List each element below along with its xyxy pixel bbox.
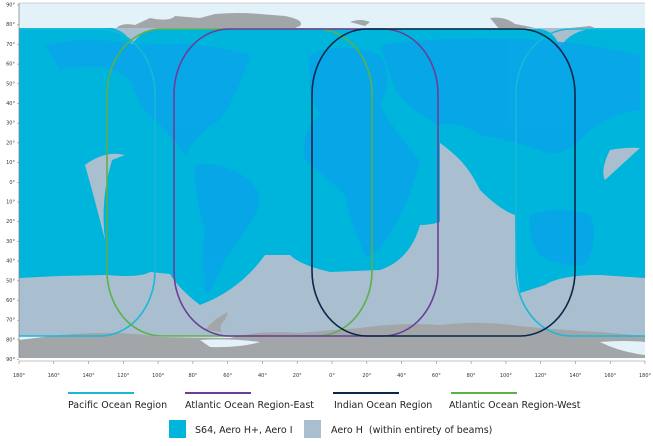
legend-label-ior: Indian Ocean Region (334, 400, 432, 411)
longitude-tick-label: 40° (258, 373, 267, 379)
longitude-tick-label: 80° (188, 373, 197, 379)
latitude-tick-label: 20° (6, 140, 15, 146)
latitude-tick-label: 10° (6, 200, 15, 206)
longitude-tick-label: 0° (329, 373, 335, 379)
latitude-tick-label: 80° (6, 22, 15, 28)
latitude-tick-label: 70° (6, 318, 15, 324)
longitude-axis: 180° 160° 140° 120° 100° 80° 60° 40° 20° 0° 20° 40°… (13, 361, 652, 379)
legend-label-aor-east: Atlantic Ocean Region-East (185, 400, 314, 411)
latitude-tick-label: 40° (6, 259, 15, 265)
longitude-tick-label: 140° (569, 373, 582, 379)
latitude-axis: 90° 80° 70° 60° 50° 40° 30° 20° 10° 0° 10° 20° 30° 40… (6, 3, 19, 363)
longitude-tick-label: 180° (13, 373, 26, 379)
atlantic-ocean-region-east-beam (173, 28, 439, 337)
latitude-tick-label: 50° (6, 278, 15, 284)
legend-label-aero-h: Aero H (within entirety of beams) (331, 425, 492, 436)
legend-swatch-s64 (169, 420, 186, 438)
pacific-gap-wedge (85, 153, 125, 240)
south-america (195, 164, 259, 295)
latitude-tick-label: 0° (9, 180, 15, 186)
antarctic-peninsula (205, 312, 228, 332)
latitude-tick-label: 30° (6, 239, 15, 245)
longitude-tick-label: 120° (117, 373, 130, 379)
latitude-tick-label: 90° (6, 3, 15, 9)
longitude-tick-label: 60° (223, 373, 232, 379)
latitude-tick-label: 80° (6, 337, 15, 343)
longitude-tick-label: 140° (83, 373, 96, 379)
latitude-tick-label: 20° (6, 219, 15, 225)
longitude-tick-label: 100° (152, 373, 165, 379)
indian-ocean-region-beam (311, 28, 576, 337)
antarctica (19, 322, 645, 358)
latitude-tick-label: 30° (6, 121, 15, 127)
coverage-legend: S64, Aero H+, Aero I Aero H (within enti… (169, 420, 492, 438)
longitude-tick-label: 60° (432, 373, 441, 379)
pacific-ocean-region-beam (515, 28, 645, 337)
longitude-tick-label: 40° (397, 373, 406, 379)
longitude-tick-label: 80° (467, 373, 476, 379)
longitude-tick-label: 180° (639, 373, 652, 379)
latitude-tick-label: 40° (6, 101, 15, 107)
latitude-tick-label: 10° (6, 160, 15, 166)
latitude-tick-label: 60° (6, 298, 15, 304)
longitude-tick-label: 160° (604, 373, 617, 379)
europe-africa (304, 47, 420, 256)
latitude-tick-label: 50° (6, 81, 15, 87)
pacific-island-wedge (603, 147, 640, 180)
arctic-land (115, 13, 600, 40)
north-america (45, 40, 250, 155)
longitude-tick-label: 20° (293, 373, 302, 379)
legend-label-pacific: Pacific Ocean Region (68, 400, 167, 411)
ice-shelf (200, 339, 645, 355)
latitude-tick-label: 60° (6, 62, 15, 68)
legend-label-aor-west: Atlantic Ocean Region-West (449, 400, 581, 411)
pacific-ocean-region-beam-wrap (19, 28, 156, 337)
legend-swatch-aero-h (304, 420, 321, 438)
longitude-tick-label: 120° (535, 373, 548, 379)
longitude-tick-label: 160° (48, 373, 61, 379)
legend-label-s64: S64, Aero H+, Aero I (195, 425, 293, 436)
region-legend: Pacific Ocean Region Atlantic Ocean Regi… (68, 392, 581, 411)
latitude-tick-label: 90° (6, 357, 15, 363)
latitude-tick-label: 70° (6, 42, 15, 48)
australia (529, 210, 594, 266)
longitude-tick-label: 20° (362, 373, 371, 379)
longitude-tick-label: 100° (500, 373, 513, 379)
